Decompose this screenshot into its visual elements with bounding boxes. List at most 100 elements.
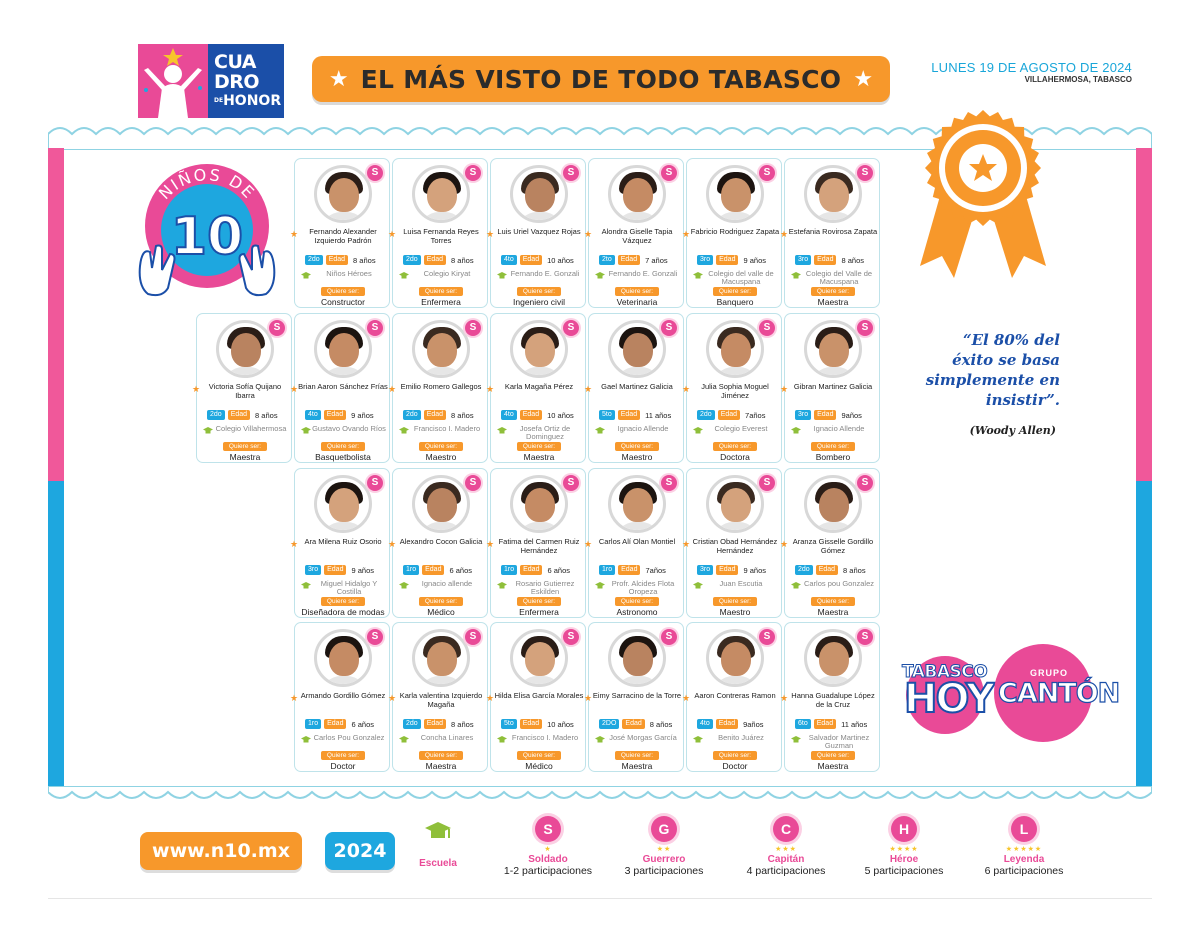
wants-to-be-label: Quiere ser:	[321, 597, 365, 606]
kid-grade: 1ro	[403, 565, 420, 575]
graduation-cap-icon	[595, 272, 605, 279]
kid-school: José Morgas García	[609, 733, 677, 742]
graduation-cap-icon	[301, 582, 311, 589]
graduation-cap-icon	[301, 736, 311, 743]
kid-info-row: 4to Edad 10 años	[501, 410, 581, 420]
soldado-badge-icon: S	[759, 320, 775, 336]
year-badge: 2024	[325, 832, 395, 870]
logo-line-3: DEHONOR	[214, 92, 284, 110]
kid-info-row: 2do Edad 8 años	[403, 410, 483, 420]
kid-info-row: 1ro Edad 6 años	[305, 719, 385, 729]
kid-age: 7años	[645, 565, 666, 575]
kid-career: Ingeniero civil	[513, 297, 565, 307]
soldado-badge-icon: S	[759, 629, 775, 645]
kid-age: 8 años	[353, 255, 376, 265]
kid-card: S ★ Fabricio Rodriguez Zapata 3ro Edad 9 años…	[682, 158, 782, 308]
age-label: Edad	[422, 565, 445, 575]
kid-photo	[412, 475, 470, 533]
kid-name: Victoria Sofía Quijano Ibarra	[208, 382, 282, 400]
kid-school: Gustavo Ovando Ríos	[312, 424, 386, 433]
kid-age: 10 años	[547, 410, 574, 420]
kid-name: Karla valentina Izquierdo Magaña	[399, 691, 483, 709]
age-label: Edad	[323, 410, 347, 420]
kid-info-row: 2do Edad 8 años	[403, 719, 483, 729]
kid-name: Eimy Sarracino de la Torre	[592, 691, 682, 700]
soldado-badge-icon: S	[367, 629, 383, 645]
graduation-cap-icon	[693, 736, 703, 743]
kid-school: Josefa Ortiz de Dominguez	[519, 424, 571, 441]
graduation-cap-icon	[497, 272, 507, 279]
kid-name: Hilda Elisa García Morales	[494, 691, 584, 700]
tabasco-hoy-line-2: HOY	[903, 675, 996, 723]
soldado-badge-icon: S	[857, 629, 873, 645]
kid-career: Enfermera	[421, 297, 461, 307]
kid-card: S ★ Julia Sophia Moguel Jiménez 2do Edad 7año…	[682, 313, 782, 463]
kid-grade: 2do	[207, 410, 225, 420]
star-icon: ★	[584, 384, 593, 394]
kid-photo	[412, 320, 470, 378]
graduation-cap-icon	[497, 427, 507, 434]
kid-career: Médico	[427, 607, 455, 617]
age-label: Edad	[520, 565, 543, 575]
kid-photo	[706, 320, 764, 378]
kid-career: Diseñadora de modas	[301, 607, 385, 617]
legend-name: Leyenda	[1003, 854, 1045, 865]
wants-to-be-label: Quiere ser:	[517, 597, 561, 606]
age-label: Edad	[325, 255, 349, 265]
kid-photo	[510, 629, 568, 687]
kid-career: Astronomo	[616, 607, 658, 617]
age-label: Edad	[716, 565, 739, 575]
rank-badge-icon: L	[1011, 816, 1037, 842]
wants-to-be-label: Quiere ser:	[321, 442, 365, 451]
issue-place: VILLAHERMOSA, TABASCO	[1024, 75, 1132, 84]
soldado-badge-icon: S	[661, 475, 677, 491]
graduation-cap-icon	[791, 427, 801, 434]
star-icon: ★	[682, 693, 691, 703]
soldado-badge-icon: S	[367, 320, 383, 336]
age-label: Edad	[815, 565, 839, 575]
kid-school: Fernando E. Gonzali	[510, 269, 580, 278]
kid-info-row: 3ro Edad 8 años	[795, 255, 875, 265]
kid-name: Ara Milena Ruiz Osorio	[304, 537, 382, 546]
kid-career: Maestro	[621, 452, 653, 462]
age-label: Edad	[423, 719, 447, 729]
kid-career: Banquero	[716, 297, 754, 307]
kid-career: Maestro	[719, 607, 751, 617]
kid-school: Carlos Pou Gonzalez	[313, 733, 385, 742]
kid-card: S ★ Karla valentina Izquierdo Magaña 2do Eda…	[388, 622, 488, 772]
kid-photo	[608, 165, 666, 223]
kid-age: 9 años	[743, 255, 767, 265]
rank-stars: ★★★★★	[1005, 846, 1043, 853]
kid-info-row: 2do Edad 8 años	[403, 255, 483, 265]
age-label: Edad	[324, 719, 347, 729]
soldado-badge-icon: S	[759, 475, 775, 491]
wants-to-be-label: Quiere ser:	[713, 751, 757, 760]
star-icon: ★	[388, 384, 397, 394]
grupo-canton-line-1: GRUPO	[1030, 668, 1069, 678]
star-icon: ★	[682, 539, 691, 549]
kid-photo	[510, 320, 568, 378]
soldado-badge-icon: S	[857, 165, 873, 181]
kid-photo	[706, 165, 764, 223]
kid-school: Fernando E. Gonzali	[608, 269, 678, 278]
tabasco-hoy-logo: TABASCO HOY	[896, 656, 996, 740]
graduation-cap-icon	[399, 272, 409, 279]
kid-info-row: 3ro Edad 9 años	[697, 565, 777, 575]
age-label: Edad	[519, 410, 543, 420]
kid-photo	[314, 475, 372, 533]
kid-school: Ignacio allende	[421, 579, 473, 588]
wants-to-be-label: Quiere ser:	[517, 442, 561, 451]
kid-grade: 2do	[403, 410, 421, 420]
wants-to-be-label: Quiere ser:	[811, 751, 855, 760]
wants-to-be-label: Quiere ser:	[713, 442, 757, 451]
kid-school: Francisco I. Madero	[511, 733, 579, 742]
website-url[interactable]: www.n10.mx	[140, 832, 302, 870]
star-icon: ★	[486, 539, 495, 549]
kid-age: 7años	[745, 410, 766, 420]
kid-photo	[216, 320, 274, 378]
wants-to-be-label: Quiere ser:	[615, 751, 659, 760]
kid-age: 9años	[841, 410, 862, 420]
grupo-canton-line-2: CANTÓN	[997, 677, 1120, 709]
soldado-badge-icon: S	[563, 475, 579, 491]
kid-card: S ★ Aranza Gisselle Gordillo Gómez 2do Edad 8…	[780, 468, 880, 618]
